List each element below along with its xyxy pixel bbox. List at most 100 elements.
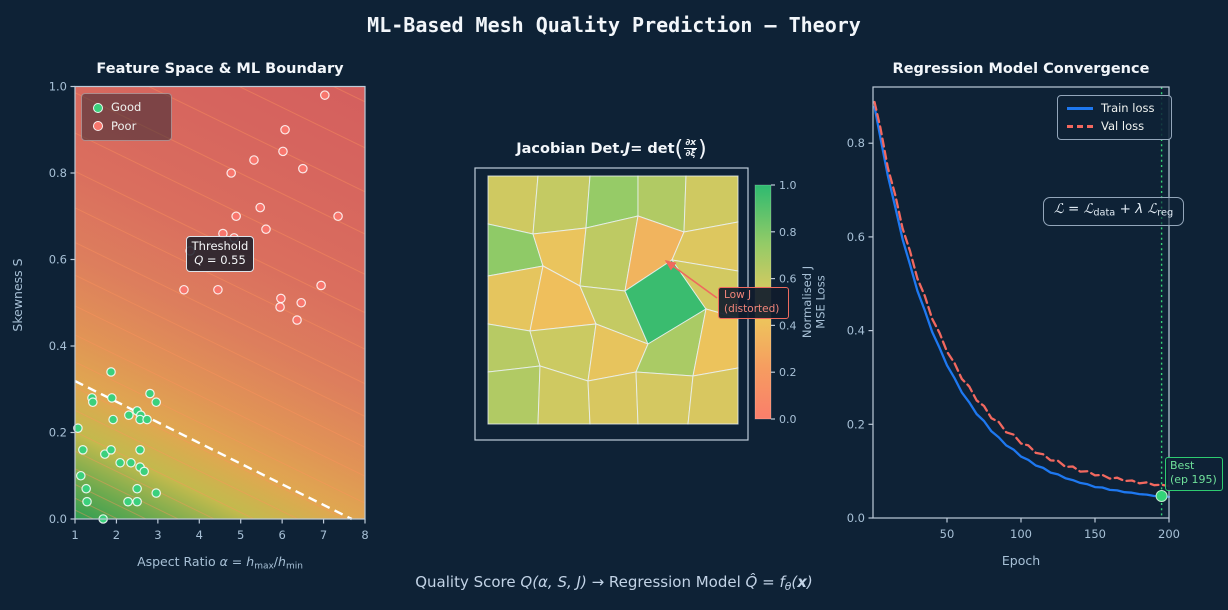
data-point-poor <box>255 202 265 213</box>
colorbar-tick-label: 1.0 <box>779 179 797 192</box>
y-tick-label: 1.0 <box>49 80 67 94</box>
data-point-poor <box>296 297 306 308</box>
convergence-ylabel: MSE Loss <box>814 275 828 328</box>
convergence-title: Regression Model Convergence <box>892 61 1150 77</box>
colorbar-tick-label: 0.2 <box>779 366 797 379</box>
data-point-good <box>81 483 91 494</box>
val-loss-swatch-icon <box>1067 125 1093 129</box>
quality-field-background <box>75 86 365 519</box>
data-point-poor <box>320 90 330 100</box>
jacobian-panel <box>474 167 749 441</box>
y-tick-label: 0.6 <box>847 230 865 244</box>
colorbar-tick-label: 0.4 <box>779 319 797 332</box>
x-tick-label: 5 <box>237 528 244 542</box>
y-tick-label: 0.8 <box>847 136 865 150</box>
colorbar-tick-label: 0.6 <box>779 273 797 286</box>
data-point-good <box>151 488 161 498</box>
legend-label-good: Good <box>111 100 142 114</box>
feature-space-xlabel: Aspect Ratio α = hmax/hmin <box>137 554 303 572</box>
threshold-annotation-line2: Q = 0.55 <box>194 253 246 268</box>
threshold-annotation: Threshold Q = 0.55 <box>186 236 254 272</box>
data-point-good <box>88 397 98 408</box>
best-epoch-line1: Best <box>1170 459 1195 472</box>
data-point-good <box>107 393 117 403</box>
data-point-good <box>108 414 118 425</box>
scatter-poor-points <box>179 90 343 325</box>
x-tick-label: 50 <box>940 527 955 541</box>
data-point-poor <box>213 284 223 295</box>
legend-label-val-loss: Val loss <box>1101 119 1145 133</box>
low-j-annotation: Low J (distorted) <box>718 287 789 320</box>
data-point-poor <box>249 155 259 165</box>
legend-label-train-loss: Train loss <box>1101 100 1155 115</box>
data-point-good <box>73 423 83 433</box>
data-point-good <box>151 397 161 408</box>
best-epoch-annotation: Best (ep 195) <box>1165 457 1223 491</box>
x-tick-label: 2 <box>113 528 120 542</box>
jacobian-mesh <box>487 175 739 425</box>
data-point-good <box>82 496 92 507</box>
data-point-good <box>106 444 116 455</box>
y-tick-label: 0.8 <box>49 166 67 180</box>
x-tick-label: 100 <box>1010 527 1032 541</box>
x-tick-label: 8 <box>361 528 368 542</box>
y-tick-label: 0.6 <box>49 253 67 267</box>
convergence-xlabel: Epoch <box>1001 553 1041 568</box>
data-point-good <box>135 444 145 455</box>
data-point-good <box>142 414 152 425</box>
mesh-cell <box>487 365 541 425</box>
data-point-good <box>76 470 86 481</box>
jacobian-title: Jacobian Det. J = det(∂x ∂ξ) <box>516 135 707 162</box>
data-point-poor <box>275 302 285 312</box>
train-loss-swatch-icon <box>1067 106 1093 110</box>
y-tick-label: 0.0 <box>847 511 865 525</box>
feature-space-spines <box>74 85 366 520</box>
data-point-poor <box>316 280 326 291</box>
x-tick-label: 150 <box>1084 527 1106 541</box>
data-point-good <box>126 457 136 468</box>
legend-item-train-loss: Train loss <box>1067 100 1171 115</box>
good-marker-icon <box>93 102 103 113</box>
best-epoch-marker <box>1155 489 1168 502</box>
data-point-good <box>78 444 88 455</box>
data-point-good <box>124 410 134 420</box>
x-tick-label: 1 <box>71 528 78 542</box>
figure-caption: Quality Score Q(α, S, J) → Regression Mo… <box>415 573 813 594</box>
low-j-annotation-line1: Low J <box>724 289 752 301</box>
mesh-cell <box>587 371 639 425</box>
y-tick-label: 0.2 <box>49 426 67 440</box>
data-point-poor <box>179 284 189 295</box>
x-tick-label: 200 <box>1158 527 1180 541</box>
convergence-spines <box>872 86 1170 519</box>
feature-space-plot <box>73 85 366 524</box>
data-point-poor <box>278 146 288 157</box>
feature-space-ticks: 1 2 3 4 5 6 7 8 0.0 0.2 0.4 0.6 0.8 1.0 Skewness S <box>10 80 369 543</box>
train-loss-line <box>873 105 1171 499</box>
poor-marker-icon <box>93 121 103 132</box>
y-tick-label: 0.4 <box>49 339 67 353</box>
best-epoch-line2: (ep 195) <box>1170 473 1217 487</box>
data-point-good <box>132 483 142 494</box>
data-point-poor <box>298 163 308 174</box>
x-tick-label: 6 <box>278 528 285 542</box>
y-tick-label: 0.2 <box>847 417 865 431</box>
low-j-arrow <box>664 260 718 299</box>
feature-space-ylabel: Skewness S <box>10 258 25 331</box>
data-point-poor <box>261 224 271 235</box>
legend-item-good: Good <box>93 100 171 114</box>
feature-space-title: Feature Space & ML Boundary <box>96 61 344 77</box>
data-point-poor <box>276 293 286 304</box>
mesh-cell <box>635 371 694 425</box>
x-tick-label: 3 <box>154 528 161 542</box>
data-point-poor <box>226 168 236 178</box>
ml-boundary-line <box>74 379 353 521</box>
x-tick-label: 4 <box>196 528 203 542</box>
figure-title: ML-Based Mesh Quality Prediction — Theor… <box>367 13 861 37</box>
data-point-good <box>115 457 125 468</box>
scatter-good-points <box>73 367 161 524</box>
threshold-annotation-line1: Threshold <box>191 239 249 253</box>
x-tick-label: 7 <box>320 528 327 542</box>
y-tick-label: 0.4 <box>847 324 865 338</box>
